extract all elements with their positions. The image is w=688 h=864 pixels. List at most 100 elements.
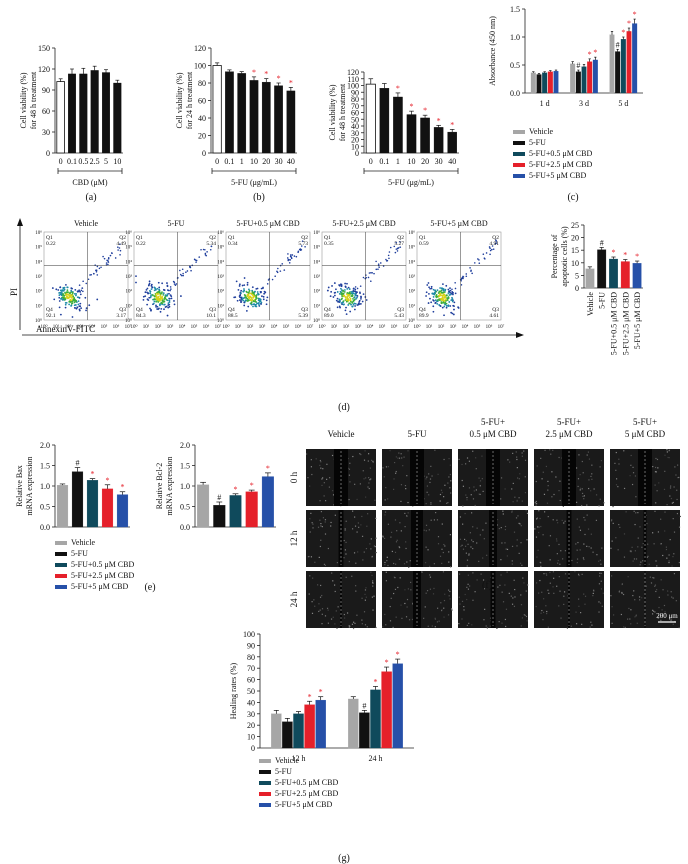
cell-speck: [537, 526, 539, 528]
flow-dot: [160, 299, 162, 301]
cell-speck: [598, 601, 600, 603]
flow-dot: [340, 302, 343, 304]
wound-gap: [566, 510, 572, 567]
cell-speck: [641, 546, 643, 548]
cell-speck: [551, 496, 553, 498]
quadrant-name: Q3: [209, 307, 216, 313]
quadrant-name: Q3: [119, 307, 126, 313]
bar: [213, 505, 226, 528]
flow-dot: [237, 288, 240, 291]
cell-speck: [398, 452, 400, 454]
significance-mark: *: [621, 28, 625, 37]
flow-dot: [158, 307, 160, 310]
flow-dot: [446, 299, 449, 301]
cell-speck: [669, 495, 671, 497]
cell-speck: [535, 502, 538, 505]
flow-dot: [58, 300, 61, 302]
flow-dot: [347, 304, 350, 306]
cell-speck: [615, 469, 617, 471]
cell-speck: [511, 488, 513, 490]
flow-dot: [166, 282, 168, 284]
cell-speck: [348, 468, 351, 470]
cell-speck: [534, 528, 536, 530]
cell-speck: [559, 499, 561, 502]
cell-speck: [652, 610, 655, 612]
flow-x-tick: 10⁵: [283, 324, 290, 330]
cell-speck: [327, 622, 329, 624]
y-tick-label: 20: [198, 132, 206, 141]
flow-title: 5-FU: [168, 219, 185, 228]
cell-speck: [319, 596, 322, 598]
flow-dot: [247, 296, 250, 299]
cell-speck: [373, 545, 376, 547]
flow-x-tick: 10⁵: [191, 324, 198, 330]
flow-y-tick: 10³: [218, 274, 225, 280]
cell-speck: [442, 571, 445, 573]
cell-speck: [540, 525, 542, 528]
cell-speck: [552, 586, 554, 588]
flow-dot: [169, 289, 171, 292]
flow-dot: [359, 285, 362, 287]
bar: [261, 81, 271, 154]
cell-speck: [403, 563, 406, 565]
cell-speck: [545, 574, 548, 576]
flow-dot: [168, 297, 171, 300]
cell-speck: [544, 511, 546, 513]
flow-dot: [66, 289, 69, 292]
flow-dot: [58, 294, 61, 297]
bar: [229, 495, 242, 528]
cell-speck: [449, 598, 451, 600]
cell-speck: [630, 464, 632, 466]
flow-dot: [260, 287, 263, 290]
y-tick-label: 110: [347, 75, 359, 84]
x-tick-label: 0.5: [78, 157, 88, 166]
flow-dot: [155, 294, 158, 297]
flow-plot-frame: [225, 231, 311, 321]
cell-speck: [459, 538, 462, 540]
cell-speck: [389, 605, 391, 608]
bar: [304, 704, 315, 749]
cell-speck: [449, 590, 451, 593]
cell-speck: [547, 589, 549, 591]
cell-speck: [364, 450, 366, 452]
cell-speck: [398, 546, 400, 548]
cell-speck: [458, 458, 460, 461]
quadrant-value-q4: 89.0: [324, 313, 334, 319]
cell-speck: [514, 596, 516, 598]
cell-speck: [602, 592, 604, 594]
cell-speck: [665, 546, 668, 548]
flow-dot: [385, 260, 388, 262]
flow-x-tick: 10¹: [143, 324, 150, 330]
cell-speck: [426, 476, 428, 478]
significance-mark: *: [289, 78, 293, 87]
cell-speck: [319, 464, 321, 467]
cell-speck: [441, 562, 443, 565]
cell-speck: [637, 546, 639, 548]
flow-dot: [343, 289, 346, 291]
flow-dot: [358, 299, 361, 302]
flow-dot: [82, 290, 84, 293]
cell-speck: [595, 519, 598, 521]
cell-speck: [364, 599, 366, 601]
y-tick-label: 20: [571, 234, 579, 243]
cell-speck: [319, 609, 321, 611]
cell-speck: [465, 494, 467, 496]
cell-speck: [511, 560, 513, 562]
cell-speck: [320, 511, 323, 513]
cell-speck: [502, 601, 505, 603]
cell-speck: [449, 464, 451, 466]
cell-speck: [372, 585, 374, 587]
flow-dot: [157, 292, 160, 295]
cell-speck: [395, 563, 397, 565]
cell-speck: [654, 484, 656, 486]
significance-mark: *: [121, 483, 125, 492]
cell-speck: [361, 623, 363, 625]
cell-speck: [588, 487, 590, 490]
flow-dot: [168, 305, 171, 308]
flow-dot: [98, 267, 101, 270]
cell-speck: [348, 560, 350, 563]
cell-speck: [538, 531, 540, 534]
flow-dot: [356, 295, 359, 297]
cell-speck: [520, 604, 523, 606]
